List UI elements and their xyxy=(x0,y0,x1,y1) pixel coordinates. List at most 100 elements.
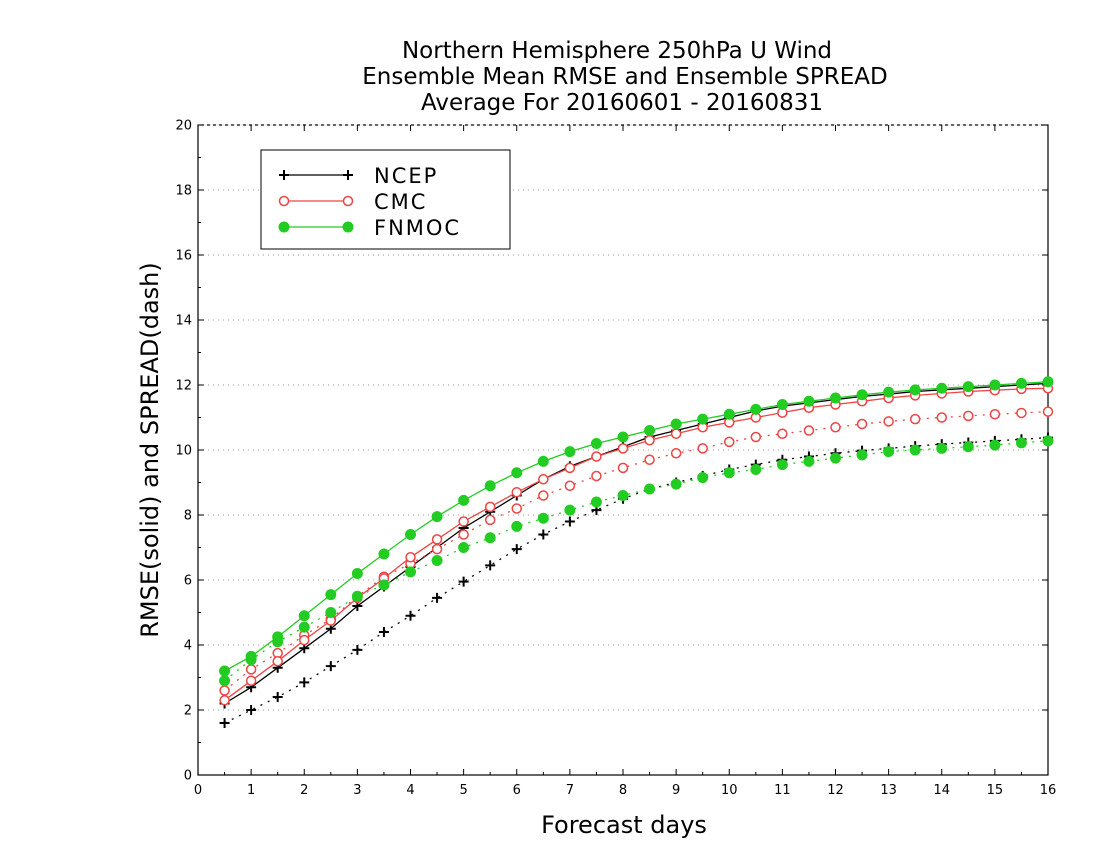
x-tick-label-2: 2 xyxy=(300,783,308,798)
ncep-spread-point-12 xyxy=(538,529,549,540)
y-tick-label-2: 2 xyxy=(184,704,192,719)
cmc-spread-point-23 xyxy=(830,422,841,433)
fnmoc-spread-point-11 xyxy=(511,520,523,532)
fnmoc-rmse-point-21 xyxy=(776,399,788,410)
ncep-spread-point-8 xyxy=(432,592,443,603)
cmc-spread-point-1 xyxy=(245,664,257,675)
cmc-spread-point-9 xyxy=(458,529,469,540)
cmc-spread-point-16 xyxy=(644,454,655,465)
cmc-spread-point-29 xyxy=(989,409,1001,420)
fnmoc-spread-point-23 xyxy=(830,452,841,464)
x-tick-label-7: 7 xyxy=(566,783,574,798)
cmc-spread-point-10 xyxy=(484,514,496,526)
cmc-spread-point-12 xyxy=(538,490,549,501)
fnmoc-spread-point-31 xyxy=(1042,435,1054,447)
fnmoc-spread-point-15 xyxy=(617,490,629,501)
cmc-spread-point-15 xyxy=(617,462,629,474)
cmc-rmse-point-3 xyxy=(299,634,310,646)
cmc-spread-point-28 xyxy=(963,410,974,422)
y-tick-label-16: 16 xyxy=(175,249,192,264)
cmc-rmse-point-8 xyxy=(431,534,443,545)
cmc-spread-point-0 xyxy=(219,685,230,696)
fnmoc-rmse-point-20 xyxy=(750,403,762,415)
fnmoc-spread-point-8 xyxy=(431,555,443,566)
cmc-spread-point-25 xyxy=(883,416,894,427)
fnmoc-rmse-point-25 xyxy=(883,386,895,398)
ncep-spread-point-11 xyxy=(511,544,522,555)
y-tick-label-12: 12 xyxy=(175,379,192,394)
series-cmc xyxy=(219,383,1054,706)
cmc-rmse-line xyxy=(224,387,1049,701)
x-tick-label-1: 1 xyxy=(247,783,255,798)
fnmoc-spread-point-3 xyxy=(298,621,310,633)
ncep-spread-point-4 xyxy=(325,661,336,672)
x-tick-label-9: 9 xyxy=(672,783,680,798)
fnmoc-spread-point-25 xyxy=(883,446,895,458)
cmc-rmse-point-7 xyxy=(405,552,416,563)
ncep-spread-point-1 xyxy=(246,705,257,715)
chart-title-line-3: Average For 20160601 - 20160831 xyxy=(421,90,823,116)
cmc-spread-point-19 xyxy=(724,436,735,448)
fnmoc-rmse-point-16 xyxy=(644,425,656,436)
chart-title-line-2: Ensemble Mean RMSE and Ensemble SPREAD xyxy=(362,64,887,90)
ncep-spread-line xyxy=(224,436,1049,724)
y-tick-label-20: 20 xyxy=(175,119,192,134)
ncep-spread-point-10 xyxy=(485,560,496,571)
ncep-spread-point-6 xyxy=(378,627,389,637)
fnmoc-rmse-point-9 xyxy=(458,494,470,506)
cmc-rmse-point-10 xyxy=(484,501,496,513)
legend-marker-right-ncep xyxy=(343,170,353,180)
fnmoc-spread-point-19 xyxy=(723,467,735,479)
fnmoc-spread-point-12 xyxy=(537,512,549,524)
cmc-rmse-point-0 xyxy=(219,695,230,706)
fnmoc-rmse-point-11 xyxy=(511,467,523,479)
fnmoc-spread-line xyxy=(224,440,1049,682)
ncep-spread-point-13 xyxy=(564,516,575,527)
legend-label-cmc: CMC xyxy=(374,190,427,214)
fnmoc-rmse-point-22 xyxy=(803,395,815,407)
fnmoc-rmse-point-30 xyxy=(1015,377,1027,389)
x-tick-label-10: 10 xyxy=(721,783,738,798)
fnmoc-spread-point-28 xyxy=(962,441,974,453)
x-tick-label-6: 6 xyxy=(513,783,521,798)
fnmoc-spread-point-27 xyxy=(936,442,948,454)
series-fnmoc xyxy=(219,376,1054,687)
x-tick-label-15: 15 xyxy=(987,783,1004,798)
fnmoc-rmse-point-0 xyxy=(219,665,231,677)
cmc-rmse-point-2 xyxy=(272,656,283,667)
cmc-rmse-point-13 xyxy=(564,462,576,474)
cmc-spread-point-17 xyxy=(670,448,682,459)
ncep-spread-point-7 xyxy=(405,610,416,621)
fnmoc-spread-point-24 xyxy=(856,449,868,461)
fnmoc-rmse-point-4 xyxy=(325,589,337,601)
fnmoc-rmse-line xyxy=(224,381,1049,672)
fnmoc-spread-point-16 xyxy=(644,483,656,495)
fnmoc-rmse-point-19 xyxy=(723,408,735,420)
fnmoc-rmse-point-1 xyxy=(245,650,257,662)
ncep-rmse-line xyxy=(224,382,1049,705)
x-tick-label-4: 4 xyxy=(406,783,414,798)
x-tick-label-12: 12 xyxy=(827,783,844,798)
legend-marker-left-cmc xyxy=(278,195,290,207)
fnmoc-rmse-point-18 xyxy=(697,413,709,425)
fnmoc-rmse-point-23 xyxy=(830,392,841,404)
fnmoc-spread-point-29 xyxy=(989,439,1001,451)
fnmoc-spread-point-4 xyxy=(325,607,337,618)
x-tick-label-16: 16 xyxy=(1040,783,1057,798)
cmc-spread-point-30 xyxy=(1016,407,1027,419)
legend-box xyxy=(260,149,511,250)
fnmoc-spread-point-10 xyxy=(484,532,496,544)
x-tick-label-5: 5 xyxy=(459,783,467,798)
fnmoc-spread-point-21 xyxy=(776,459,788,471)
fnmoc-spread-point-30 xyxy=(1015,437,1027,449)
cmc-rmse-point-9 xyxy=(458,516,469,527)
x-tick-label-13: 13 xyxy=(880,783,897,798)
fnmoc-rmse-point-13 xyxy=(564,446,576,458)
ncep-spread-point-5 xyxy=(352,644,363,655)
y-tick-label-0: 0 xyxy=(184,769,192,784)
ncep-spread-point-3 xyxy=(299,677,310,688)
cmc-rmse-point-12 xyxy=(538,474,549,485)
ncep-spread-point-2 xyxy=(272,692,283,702)
